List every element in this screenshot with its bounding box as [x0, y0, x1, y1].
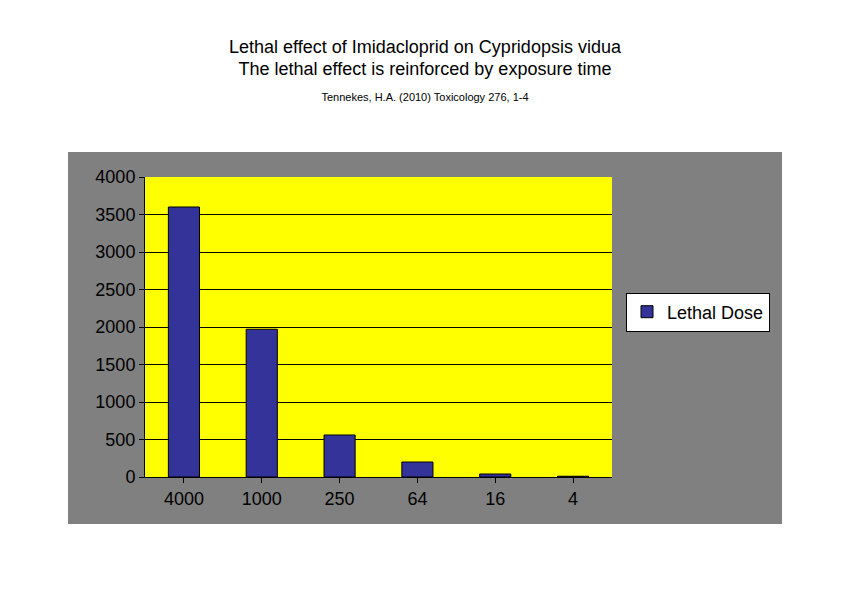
- html-text:Tennekes, H.A. (2010) Toxicolo: Tennekes, H.A. (2010) Toxicology 276, 1-…: [321, 91, 529, 103]
- svg-text:2000: 2000: [95, 317, 135, 337]
- svg-text:4000: 4000: [164, 489, 204, 509]
- svg-text:16: 16: [485, 489, 505, 509]
- svg-text:64: 64: [407, 489, 427, 509]
- svg-text:1500: 1500: [95, 355, 135, 375]
- svg-text:3000: 3000: [95, 242, 135, 262]
- svg-text:1000: 1000: [95, 392, 135, 412]
- svg-text:2500: 2500: [95, 280, 135, 300]
- svg-text:500: 500: [105, 430, 135, 450]
- svg-text:3500: 3500: [95, 205, 135, 225]
- html-text:The lethal effect is reinforce: The lethal effect is reinforced by expos…: [238, 59, 612, 79]
- html-text:Lethal effect of Imidacloprid: Lethal effect of Imidacloprid on Cyprido…: [229, 37, 621, 57]
- svg-text:0: 0: [125, 467, 135, 487]
- svg-text:250: 250: [325, 489, 355, 509]
- svg-text:4: 4: [568, 489, 578, 509]
- svg-text:Lethal Dose: Lethal Dose: [667, 303, 763, 323]
- svg-text:4000: 4000: [95, 167, 135, 187]
- svg-text:1000: 1000: [242, 489, 282, 509]
